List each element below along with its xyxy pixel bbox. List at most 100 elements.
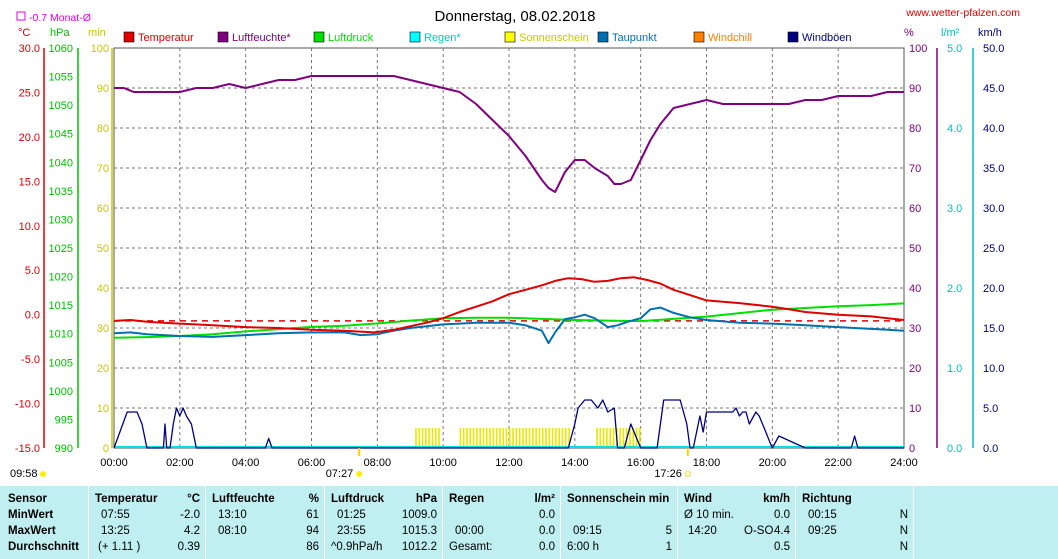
rain-max-time: 00:00 [455, 525, 484, 537]
sunshine-bar [602, 428, 605, 448]
sunshine-bar [476, 428, 478, 448]
series-layer [113, 75, 905, 449]
wind-tick-label: 5.0 [983, 403, 998, 415]
x-tick-label: 20:00 [759, 457, 787, 469]
rain-unit: l/m² [534, 493, 555, 505]
row-label-avg: Durchschnitt [8, 541, 79, 553]
temperature-avg: 0.39 [177, 541, 200, 553]
sunshine-bar [479, 428, 481, 448]
pressure-tick-label: 1015 [49, 300, 73, 312]
humidity-tick-label: 40 [909, 283, 921, 295]
humidity-tick-label: 100 [909, 43, 927, 55]
temperature-min: -2.0 [180, 509, 200, 521]
x-tick-label: 24:00 [890, 457, 918, 469]
sunshine-bar [466, 428, 468, 448]
legend-swatch [313, 31, 325, 43]
legend-label: Taupunkt [612, 32, 657, 44]
sun-tick-label: 70 [97, 163, 109, 175]
sunshine-bar [438, 428, 440, 448]
pressure-unit: hPa [415, 493, 437, 505]
sun-unit: min [88, 27, 106, 39]
humidity-min: 61 [306, 509, 319, 521]
legend-label: Luftfeuchte* [232, 32, 291, 44]
rain-total-label: Gesamt: [449, 541, 493, 553]
temp-unit: °C [18, 27, 30, 39]
pressure-tick-label: 1045 [49, 129, 73, 141]
legend-swatch [123, 31, 135, 43]
wind-tick-label: 10.0 [983, 363, 1004, 375]
temp-tick-label: 0.0 [25, 310, 40, 322]
rain-tick-label: 4.0 [947, 123, 962, 135]
rain-tick-label: 1.0 [947, 363, 962, 375]
pressure-tick-label: 1060 [49, 43, 73, 55]
rain-tick-label: 2.0 [947, 283, 962, 295]
pressure-tick-label: 1025 [49, 243, 73, 255]
sunshine-bar [545, 428, 547, 448]
sunshine-bar [482, 428, 485, 448]
wind-avg-label: Ø 10 min. [684, 509, 734, 521]
sunshine-bar [535, 428, 537, 448]
sunshine-bar [492, 428, 495, 448]
wind-unit: km/h [978, 27, 1002, 39]
pressure-tick-label: 1035 [49, 186, 73, 198]
source-link[interactable]: www.wetter-pfalzen.com [905, 7, 1020, 19]
pressure-tick-label: 1020 [49, 272, 73, 284]
x-tick-label: 00:00 [100, 457, 128, 469]
sunshine-bar [609, 428, 611, 448]
sunshine-bar [425, 428, 427, 448]
sunshine-bar [512, 428, 514, 448]
x-tick-label: 10:00 [429, 457, 457, 469]
sunshine-bar [431, 428, 434, 448]
monthly-average-marker [16, 11, 26, 21]
axes: 00:00 02:00 04:00 06:00 08:00 10:00 12:00 14:00… [15, 43, 1005, 469]
humidity-min-time: 13:10 [218, 509, 247, 521]
pressure-avg: 1012.2 [401, 541, 437, 553]
sunshine-bar [639, 428, 641, 448]
temp-tick-label: -10.0 [15, 399, 40, 411]
direction-max: N [899, 525, 908, 537]
sunshine-bar [518, 428, 521, 448]
humidity-tick-label: 50 [909, 243, 921, 255]
pressure-tick-label: 995 [55, 414, 73, 426]
humidity-tick-label: 80 [909, 123, 921, 135]
sunshine-bar [485, 428, 488, 448]
temperature-min-time: 07:55 [101, 509, 130, 521]
pressure-tick-label: 1000 [49, 386, 73, 398]
sunshine-column: Sonnenschein min 09:15 5 6:00 h 1 [560, 486, 678, 559]
pressure-min: 1009.0 [401, 509, 437, 521]
legend-swatch [504, 31, 516, 43]
x-tick-label: 18:00 [693, 457, 721, 469]
sun-tick-label: 80 [97, 123, 109, 135]
wind-avg: 0.5 [774, 541, 790, 553]
sunset-time: 17:26 [654, 468, 682, 480]
pressure-column: Luftdruck hPa 01:25 1009.0 23:55 1015.3 … [324, 486, 443, 559]
series-taupunkt [113, 306, 905, 345]
sun-tick-label: 10 [97, 403, 109, 415]
monthly-average-label: -0.7 Monat-Ø [29, 12, 91, 24]
temperature-unit: °C [187, 493, 200, 505]
sunshine-bar [495, 428, 498, 448]
sunshine-bars [415, 428, 641, 448]
sun-tick-label: 0 [103, 443, 109, 455]
temp-tick-label: 10.0 [19, 221, 40, 233]
legend-swatch [409, 31, 421, 43]
sunrise-sun-icon [356, 471, 363, 477]
sunshine-bar [599, 428, 602, 448]
grid [114, 48, 904, 448]
wind-tick-label: 50.0 [983, 43, 1004, 55]
temp-tick-label: 20.0 [19, 132, 40, 144]
rain-tick-label: 3.0 [947, 203, 962, 215]
sunshine-bar [509, 428, 511, 448]
temp-tick-label: 15.0 [19, 176, 40, 188]
sun-tick-label: 100 [91, 43, 109, 55]
humidity-tick-label: 20 [909, 363, 921, 375]
pressure-trend: ^0.9hPa/h [331, 541, 383, 553]
direction-header: Richtung [802, 493, 852, 505]
humidity-tick-label: 30 [909, 323, 921, 335]
wind-tick-label: 45.0 [983, 83, 1004, 95]
wind-tick-label: 0.0 [983, 443, 998, 455]
x-tick-label: 22:00 [824, 457, 852, 469]
sunshine-bar [564, 428, 567, 448]
direction-column: Richtung 00:15 N 09:25 N N [795, 486, 914, 559]
legend-label: Sonnenschein [519, 32, 589, 44]
